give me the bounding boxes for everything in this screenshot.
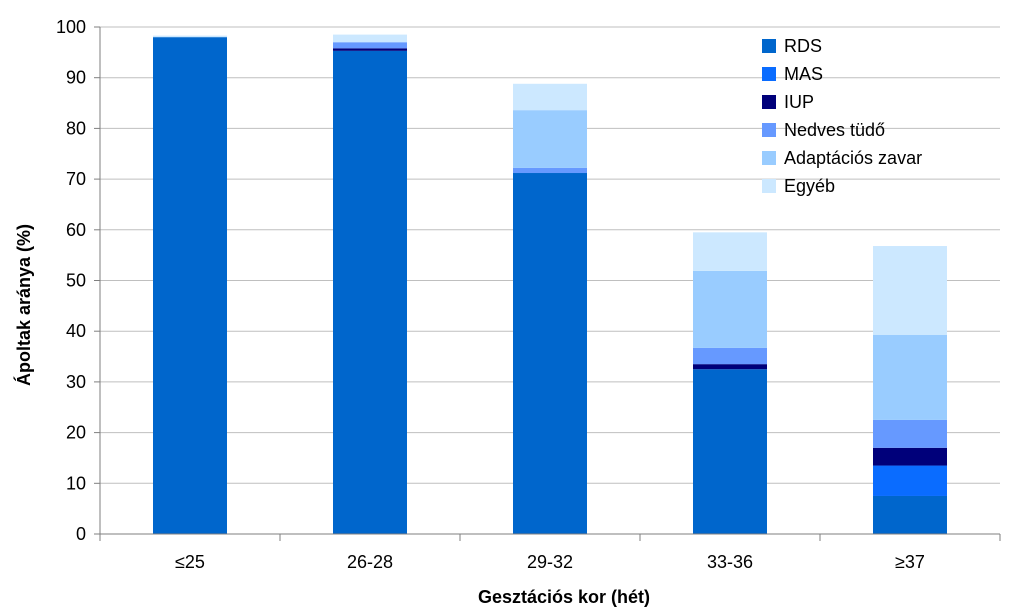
- bar-segment-nedves-t-d-: [333, 42, 407, 49]
- legend-swatch: [762, 123, 776, 137]
- bar-segment-nedves-t-d-: [513, 167, 587, 174]
- bar-segment-mas: [873, 465, 947, 496]
- bar-segment-egy-b: [153, 35, 227, 38]
- y-tick-label: 100: [56, 17, 86, 37]
- legend-label: IUP: [784, 92, 814, 112]
- legend-swatch: [762, 179, 776, 193]
- legend-swatch: [762, 39, 776, 53]
- y-tick-label: 10: [66, 473, 86, 493]
- x-tick-label: ≥37: [895, 552, 925, 572]
- y-tick-label: 0: [76, 524, 86, 544]
- y-axis-title: Ápoltak aránya (%): [13, 224, 34, 386]
- bar-segment-adapt-ci-s-zavar: [513, 110, 587, 168]
- bar-segment-egy-b: [693, 232, 767, 271]
- legend-label: Adaptációs zavar: [784, 148, 922, 168]
- bar-segment-iup: [693, 364, 767, 370]
- legend: RDS MAS IUP Nedves tüdő Adaptációs zavar Egyé…: [762, 36, 922, 196]
- bar-segment-iup: [333, 48, 407, 51]
- x-tick-label: ≤25: [175, 552, 205, 572]
- y-tick-labels: 0 10 20 30 40 50 60 70 80 90 100: [56, 17, 100, 544]
- x-tick-label: 33-36: [707, 552, 753, 572]
- y-tick-label: 30: [66, 372, 86, 392]
- bar-segment-rds: [513, 173, 587, 535]
- bar-segment-rds: [333, 50, 407, 534]
- bar-segment-rds: [873, 495, 947, 534]
- bar-segment-rds: [153, 37, 227, 534]
- bar-segment-egy-b: [873, 246, 947, 335]
- y-tick-label: 90: [66, 68, 86, 88]
- x-tick-labels: ≤25 26-28 29-32 33-36 ≥37: [99, 534, 1001, 572]
- x-tick-label: 26-28: [347, 552, 393, 572]
- legend-label: RDS: [784, 36, 822, 56]
- x-tick-label: 29-32: [527, 552, 573, 572]
- x-axis-title: Gesztációs kor (hét): [478, 587, 650, 607]
- bar-segment-egy-b: [333, 34, 407, 43]
- legend-swatch: [762, 67, 776, 81]
- bars: [153, 34, 947, 535]
- y-tick-label: 50: [66, 271, 86, 291]
- bar-segment-egy-b: [513, 83, 587, 111]
- bar-segment-nedves-t-d-: [693, 347, 767, 365]
- legend-swatch: [762, 151, 776, 165]
- bar-segment-iup: [873, 447, 947, 466]
- y-tick-label: 20: [66, 423, 86, 443]
- legend-label: MAS: [784, 64, 823, 84]
- legend-label: Egyéb: [784, 176, 835, 196]
- legend-label: Nedves tüdő: [784, 120, 885, 140]
- y-tick-label: 80: [66, 118, 86, 138]
- bar-segment-rds: [693, 369, 767, 534]
- y-tick-label: 60: [66, 220, 86, 240]
- bar-segment-adapt-ci-s-zavar: [873, 334, 947, 420]
- bar-segment-adapt-ci-s-zavar: [693, 270, 767, 348]
- y-tick-label: 70: [66, 169, 86, 189]
- bar-segment-nedves-t-d-: [873, 419, 947, 448]
- y-tick-label: 40: [66, 321, 86, 341]
- legend-swatch: [762, 95, 776, 109]
